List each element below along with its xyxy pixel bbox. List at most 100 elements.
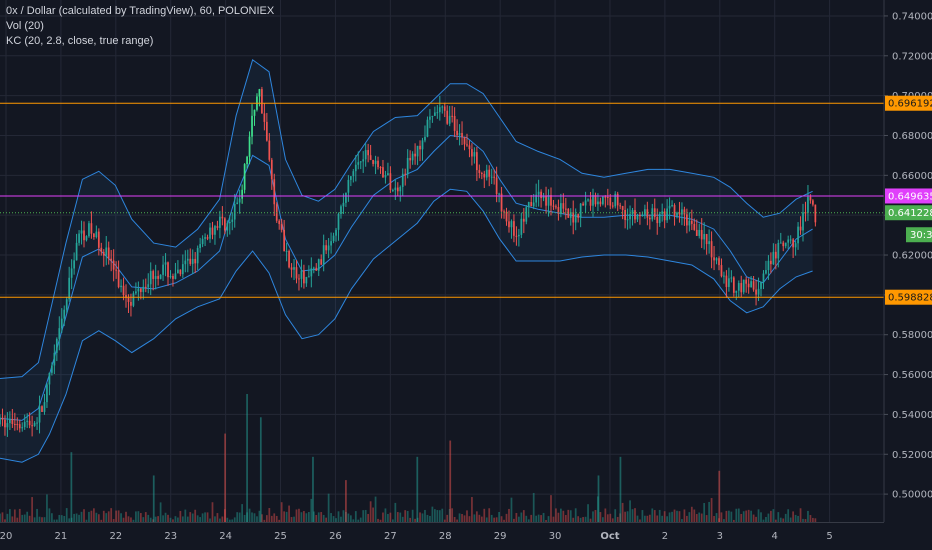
candle-body <box>132 293 135 306</box>
candle-body <box>513 221 515 236</box>
x-tick-label: 2 <box>662 531 668 542</box>
candle-body <box>676 212 678 216</box>
volume-bar <box>290 517 293 522</box>
volume-bar <box>725 510 728 522</box>
candle-body <box>152 271 155 279</box>
candle-body <box>389 173 392 191</box>
volume-bar <box>389 512 392 522</box>
candle-body <box>490 176 493 178</box>
candle-body <box>55 338 58 353</box>
candle-body <box>710 241 713 258</box>
horizontal-lines[interactable] <box>0 102 884 298</box>
candle-body <box>401 173 404 187</box>
candle-body <box>100 247 103 252</box>
candle-body <box>732 277 735 293</box>
volume-bar <box>177 517 179 522</box>
volume-bar <box>377 518 379 522</box>
candle-body <box>438 107 441 113</box>
candle-body <box>802 212 804 231</box>
candle-body <box>191 258 194 264</box>
x-tick-label: 25 <box>274 531 287 542</box>
volume-bar <box>347 513 350 522</box>
y-tick-label: 0.66000000 <box>892 171 932 182</box>
volume-bar <box>636 515 639 522</box>
candle-body <box>33 422 36 426</box>
candle-body <box>157 276 159 279</box>
candle-body <box>453 115 456 131</box>
candle-body <box>179 269 182 275</box>
volume-bar <box>700 513 703 522</box>
candle-body <box>228 221 231 224</box>
candle-body <box>476 152 478 171</box>
candle-body <box>639 214 641 217</box>
legend-main-series[interactable]: 0x / Dollar (calculated by TradingView),… <box>6 5 275 17</box>
candle-body <box>159 274 162 279</box>
candle-body <box>552 205 555 207</box>
candle-body <box>21 427 24 429</box>
chart-legend: 0x / Dollar (calculated by TradingView),… <box>6 4 274 49</box>
volume-bar <box>433 509 436 522</box>
candle-body <box>560 203 562 214</box>
candle-body <box>359 161 362 163</box>
legend-keltner[interactable]: KC (20, 2.8, close, true range) <box>6 35 154 47</box>
volume-bar <box>107 511 110 522</box>
volume-bar <box>730 511 733 522</box>
volume-bar <box>634 508 636 522</box>
x-tick-label: 22 <box>109 531 122 542</box>
candle-body <box>522 218 525 222</box>
candle-body <box>564 208 567 210</box>
price-axis[interactable]: 0.740000000.720000000.700000000.68000000… <box>883 0 932 550</box>
volume-bar <box>606 514 609 522</box>
volume-bar <box>120 513 122 522</box>
volume-spike <box>70 452 73 522</box>
legend-volume[interactable]: Vol (20) <box>6 20 44 32</box>
x-tick-label: 24 <box>219 531 232 542</box>
volume-bar <box>461 514 463 522</box>
volume-bar <box>678 511 681 522</box>
volume-bar <box>364 509 367 522</box>
volume-bar <box>60 515 63 522</box>
candle-body <box>510 221 513 228</box>
volume-bar <box>723 519 725 522</box>
time-axis[interactable]: 20 21 22 23 24 25 26 27 28 29 30 Oct 2 3 4 5 <box>0 522 884 543</box>
candle-body <box>698 229 701 236</box>
volume-bar <box>95 512 98 522</box>
candle-body <box>584 200 587 206</box>
volume-bar <box>231 519 234 522</box>
volume-bar <box>579 517 582 522</box>
candle-body <box>177 269 179 274</box>
candle-body <box>419 145 421 150</box>
candle-body <box>569 212 572 218</box>
x-tick-label: 4 <box>772 531 778 542</box>
candle-body <box>53 352 56 366</box>
volume-bar <box>471 497 473 522</box>
volume-spike <box>259 417 262 522</box>
candle-body <box>125 295 127 298</box>
volume-bar <box>757 509 760 522</box>
candle-body <box>38 406 41 423</box>
candle-body <box>4 419 6 428</box>
volume-bar <box>740 513 743 522</box>
volume-bar <box>530 514 533 522</box>
price-tag <box>885 205 932 221</box>
candle-body <box>421 140 424 150</box>
candle-body <box>396 187 399 192</box>
volume-bar <box>424 509 426 522</box>
volume-bar <box>779 517 782 522</box>
candle-body <box>626 219 629 221</box>
volume-bar <box>728 510 730 522</box>
volume-bar <box>196 515 199 522</box>
candle-body <box>634 210 636 220</box>
volume-bar <box>550 495 552 522</box>
candle-body <box>261 89 263 114</box>
volume-bar <box>135 511 137 522</box>
candle-body <box>317 259 320 271</box>
candle-body <box>478 170 481 173</box>
volume-bar <box>167 514 169 522</box>
candle-body <box>503 211 505 213</box>
candle-body <box>431 115 434 117</box>
volume-bar <box>83 509 85 522</box>
candle-body <box>88 223 90 237</box>
volume-bar <box>742 511 745 522</box>
